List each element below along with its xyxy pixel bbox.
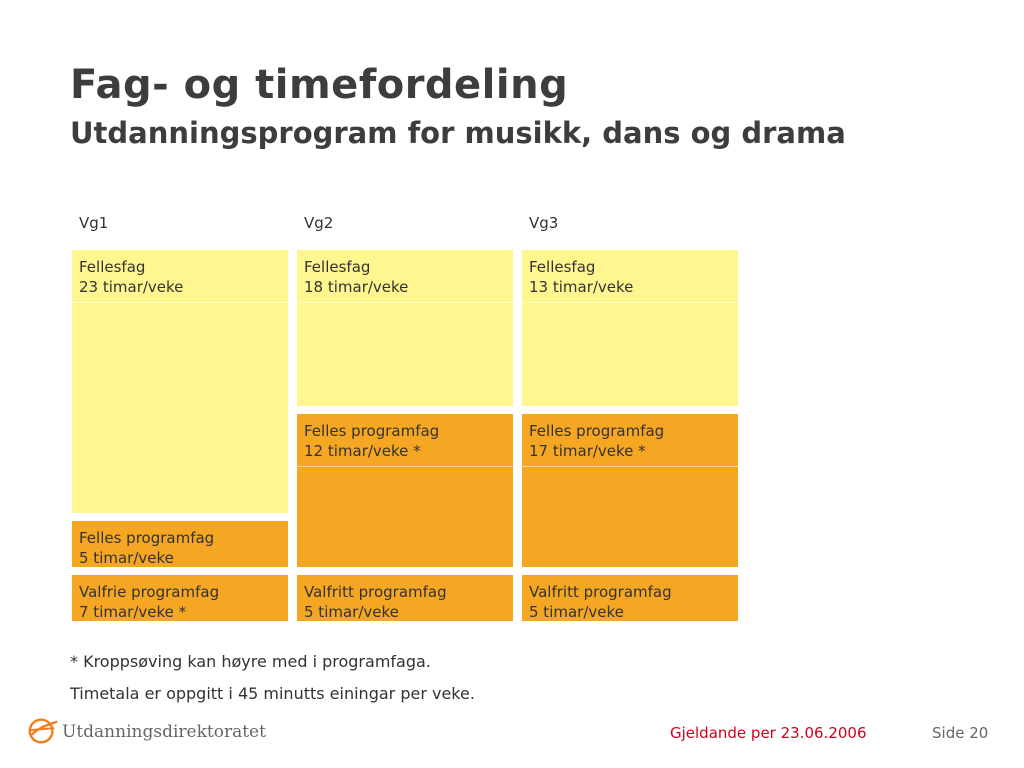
block-hours: 12 timar/veke *: [304, 442, 421, 460]
vg2-fellesfag-block: Fellesfag 18 timar/veke: [297, 250, 513, 406]
block-label: Felles programfag: [79, 529, 215, 547]
block-label: Fellesfag: [529, 258, 596, 276]
vg1-fellesfag-block: Fellesfag 23 timar/veke: [72, 250, 288, 513]
page-title: Fag- og timefordeling: [70, 62, 569, 108]
page-number: Side 20: [932, 724, 989, 742]
block-label: Valfritt programfag: [529, 583, 672, 601]
vg2-felles-programfag-block: Felles programfag 12 timar/veke *: [297, 414, 513, 567]
page-subtitle: Utdanningsprogram for musikk, dans og dr…: [70, 116, 846, 150]
footnote-kroppsoving: * Kroppsøving kan høyre med i programfag…: [70, 652, 431, 671]
block-hours: 7 timar/veke *: [79, 603, 187, 621]
block-hours: 18 timar/veke: [304, 278, 409, 296]
block-label: Valfrie programfag: [79, 583, 220, 601]
footnote-timetal: Timetala er oppgitt i 45 minutts eininga…: [70, 684, 475, 703]
vg3-fellesfag-block: Fellesfag 13 timar/veke: [522, 250, 738, 406]
date-stamp: Gjeldande per 23.06.2006: [670, 724, 867, 742]
block-label: Fellesfag: [79, 258, 146, 276]
utdanningsdirektoratet-logo-icon: [28, 718, 58, 744]
column-header-vg1: Vg1: [79, 214, 109, 232]
block-label: Fellesfag: [304, 258, 371, 276]
column-header-vg2: Vg2: [304, 214, 334, 232]
block-label: Felles programfag: [304, 422, 440, 440]
vg3-valfritt-programfag-block: Valfritt programfag 5 timar/veke: [522, 575, 738, 621]
logo-text: Utdanningsdirektoratet: [62, 722, 266, 742]
vg3-felles-programfag-block: Felles programfag 17 timar/veke *: [522, 414, 738, 567]
block-label: Felles programfag: [529, 422, 665, 440]
vg2-valfritt-programfag-block: Valfritt programfag 5 timar/veke: [297, 575, 513, 621]
column-header-vg3: Vg3: [529, 214, 559, 232]
block-hours: 5 timar/veke: [79, 549, 174, 567]
block-hours: 17 timar/veke *: [529, 442, 646, 460]
block-hours: 13 timar/veke: [529, 278, 634, 296]
vg1-felles-programfag-block: Felles programfag 5 timar/veke: [72, 521, 288, 567]
block-hours: 5 timar/veke: [304, 603, 399, 621]
block-hours: 5 timar/veke: [529, 603, 624, 621]
block-hours: 23 timar/veke: [79, 278, 184, 296]
vg1-valfrie-programfag-block: Valfrie programfag 7 timar/veke *: [72, 575, 288, 621]
block-label: Valfritt programfag: [304, 583, 447, 601]
